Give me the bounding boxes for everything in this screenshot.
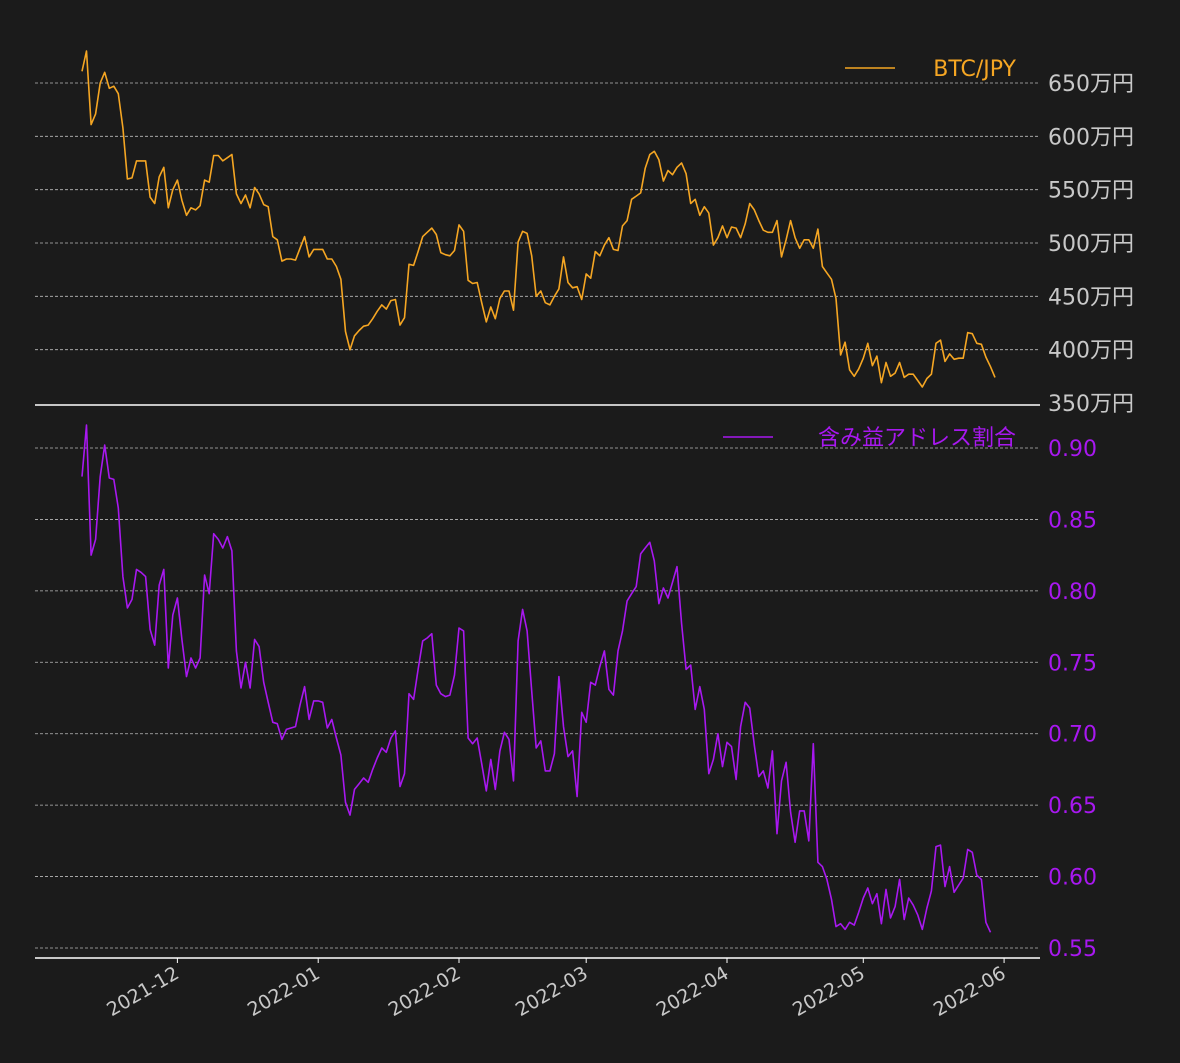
ratio-y-tick-label: 0.60 (1048, 866, 1097, 891)
x-tick-label: 2022-02 (385, 962, 465, 1021)
ratio-y-tick-label: 0.90 (1048, 437, 1097, 462)
btc-y-tick-label: 400万円 (1048, 339, 1134, 364)
ratio-y-tick-label: 0.85 (1048, 508, 1097, 533)
x-tick-label: 2022-06 (930, 962, 1010, 1021)
btc-y-tick-label: 450万円 (1048, 285, 1134, 310)
ratio-legend: 含み益アドレス割合 (723, 426, 1016, 451)
btc-price-line (81, 50, 996, 388)
btc-gridlines (35, 82, 1040, 351)
btc-y-tick-labels: 350万円 400万円 450万円 500万円 550万円 600万円 650万円 (1048, 72, 1134, 417)
btc-legend-label: BTC/JPY (933, 57, 1016, 82)
ratio-y-tick-label: 0.70 (1048, 723, 1097, 748)
x-tick-label: 2022-05 (789, 962, 869, 1021)
x-tick-label: 2022-04 (653, 962, 733, 1021)
btc-price-panel: 350万円 400万円 450万円 500万円 550万円 600万円 650万円 BTC/… (35, 50, 1134, 417)
ratio-y-tick-label: 0.75 (1048, 651, 1097, 676)
btc-y-tick-label: 350万円 (1048, 392, 1134, 417)
btc-y-tick-label: 600万円 (1048, 125, 1134, 150)
ratio-y-tick-label: 0.65 (1048, 794, 1097, 819)
btc-legend: BTC/JPY (845, 57, 1017, 82)
x-tick-label: 2021-12 (103, 962, 183, 1021)
x-tick-label: 2022-01 (244, 962, 324, 1021)
ratio-gridlines (35, 447, 1040, 949)
ratio-y-tick-label: 0.55 (1048, 937, 1097, 962)
ratio-legend-label: 含み益アドレス割合 (818, 426, 1016, 451)
btc-y-tick-label: 500万円 (1048, 232, 1134, 257)
ratio-y-tick-label: 0.80 (1048, 580, 1097, 605)
profit-ratio-panel: 0.55 0.60 0.65 0.70 0.75 0.80 0.85 0.90 含み益アドレス… (35, 424, 1097, 962)
btc-y-tick-label: 650万円 (1048, 72, 1134, 97)
x-tick-labels: 2021-12 2022-01 2022-02 2022-03 2022-04 2022-… (103, 958, 1010, 1021)
btc-y-tick-label: 550万円 (1048, 179, 1134, 204)
ratio-y-tick-labels: 0.55 0.60 0.65 0.70 0.75 0.80 0.85 0.90 (1048, 437, 1097, 962)
x-tick-label: 2022-03 (512, 962, 592, 1021)
profit-ratio-line (81, 424, 992, 933)
